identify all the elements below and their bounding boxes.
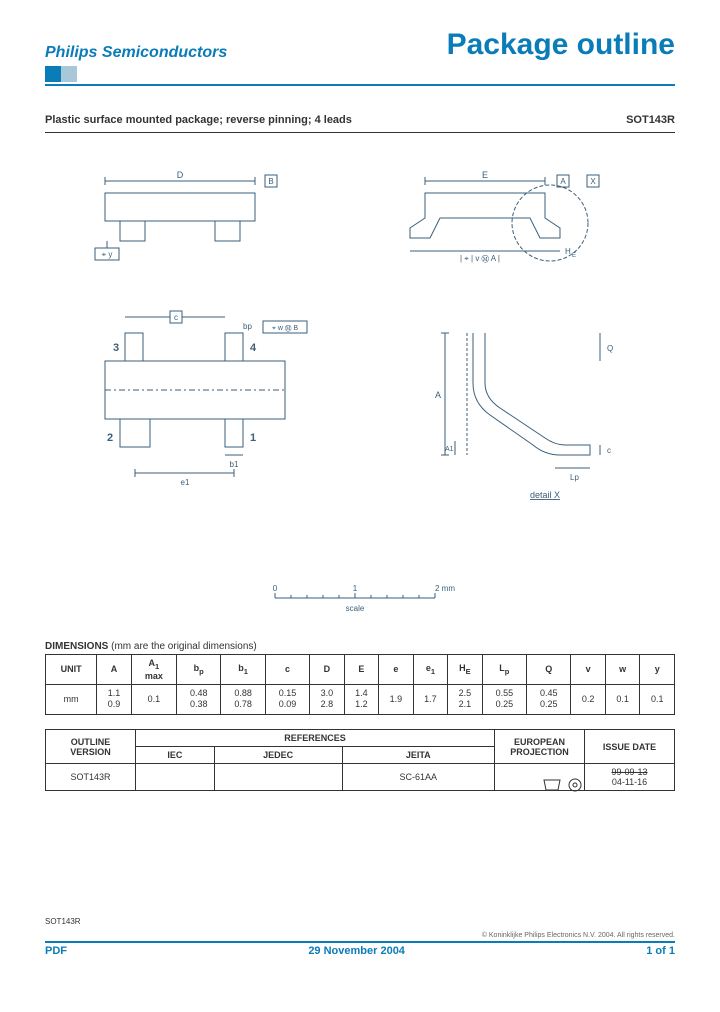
svg-text:3: 3 bbox=[113, 342, 119, 354]
svg-text:detail X: detail X bbox=[530, 490, 560, 500]
col-e1: e1 bbox=[413, 655, 448, 685]
package-desc: Plastic surface mounted package; reverse… bbox=[45, 114, 352, 126]
row-issue: 99-09-1304-11-16 bbox=[585, 764, 675, 791]
e-val: 1.9 bbox=[379, 684, 414, 714]
row-iec bbox=[136, 764, 215, 791]
col-jeita: JEITA bbox=[342, 747, 494, 764]
svg-text:⌖ y: ⌖ y bbox=[102, 250, 113, 259]
svg-text:B: B bbox=[268, 177, 273, 186]
col-jedec: JEDEC bbox=[214, 747, 342, 764]
svg-text:A: A bbox=[560, 177, 566, 186]
col-refs: REFERENCES bbox=[136, 730, 495, 747]
svg-text:b1: b1 bbox=[230, 460, 239, 469]
v-val: 0.2 bbox=[571, 684, 606, 714]
svg-text:E: E bbox=[482, 170, 488, 180]
A1-val: 0.1 bbox=[131, 684, 176, 714]
diagram-area: D B ⌖ y E A X bbox=[45, 163, 675, 633]
bp-val: 0.480.38 bbox=[177, 684, 221, 714]
svg-text:Q: Q bbox=[607, 344, 613, 353]
scale-ruler: 0 1 2 mm scale bbox=[265, 583, 465, 623]
col-Q: Q bbox=[527, 655, 571, 685]
Q-val: 0.450.25 bbox=[527, 684, 571, 714]
footer-pdf: PDF bbox=[45, 945, 67, 957]
col-A1: A1max bbox=[131, 655, 176, 685]
footer-copyright: © Koninklijke Philips Electronics N.V. 2… bbox=[45, 932, 675, 939]
svg-text:Lp: Lp bbox=[570, 473, 579, 482]
col-c: c bbox=[265, 655, 309, 685]
y-val: 0.1 bbox=[640, 684, 675, 714]
header-rule bbox=[45, 84, 675, 86]
header-squares bbox=[45, 66, 675, 82]
footer-date: 29 November 2004 bbox=[308, 945, 405, 957]
col-Lp: Lp bbox=[482, 655, 526, 685]
col-HE: HE bbox=[448, 655, 483, 685]
w-val: 0.1 bbox=[605, 684, 640, 714]
diagram-side-D: D B ⌖ y bbox=[65, 163, 305, 273]
footer-page: 1 of 1 bbox=[646, 945, 675, 957]
unit-cell: mm bbox=[46, 684, 97, 714]
svg-text:0: 0 bbox=[273, 584, 278, 593]
svg-text:scale: scale bbox=[346, 604, 365, 613]
col-y: y bbox=[640, 655, 675, 685]
row-jeita: SC-61AA bbox=[342, 764, 494, 791]
HE-val: 2.52.1 bbox=[448, 684, 483, 714]
Lp-val: 0.550.25 bbox=[482, 684, 526, 714]
col-A: A bbox=[97, 655, 132, 685]
svg-text:c: c bbox=[174, 313, 178, 322]
col-iec: IEC bbox=[136, 747, 215, 764]
b1-val: 0.880.78 bbox=[221, 684, 265, 714]
col-issue: ISSUE DATE bbox=[585, 730, 675, 764]
row-jedec bbox=[214, 764, 342, 791]
col-bp: bp bbox=[177, 655, 221, 685]
svg-text:| ⌖ | v Ⓜ A |: | ⌖ | v Ⓜ A | bbox=[460, 254, 500, 263]
svg-text:bp: bp bbox=[243, 322, 252, 331]
diagram-end-E: E A X | ⌖ | v Ⓜ A | H E bbox=[365, 163, 625, 283]
svg-text:4: 4 bbox=[250, 342, 257, 354]
header: Philips Semiconductors Package outline bbox=[45, 28, 675, 62]
references-table: OUTLINEVERSION REFERENCES EUROPEANPROJEC… bbox=[45, 729, 675, 791]
footer-ref: SOT143R bbox=[45, 917, 675, 926]
col-w: w bbox=[605, 655, 640, 685]
svg-text:2 mm: 2 mm bbox=[435, 584, 455, 593]
svg-text:e1: e1 bbox=[181, 478, 190, 487]
svg-text:⌖ w Ⓜ B: ⌖ w Ⓜ B bbox=[272, 325, 298, 332]
svg-text:D: D bbox=[177, 170, 184, 180]
E-val: 1.41.2 bbox=[344, 684, 379, 714]
dims-caption: DIMENSIONS (mm are the original dimensio… bbox=[45, 641, 675, 652]
page-title: Package outline bbox=[447, 28, 675, 62]
e1-val: 1.7 bbox=[413, 684, 448, 714]
c-val: 0.150.09 bbox=[265, 684, 309, 714]
A-val: 1.10.9 bbox=[97, 684, 132, 714]
svg-text:A: A bbox=[435, 390, 441, 400]
brand: Philips Semiconductors bbox=[45, 44, 227, 62]
D-val: 3.02.8 bbox=[310, 684, 345, 714]
col-proj: EUROPEANPROJECTION bbox=[495, 730, 585, 764]
col-E: E bbox=[344, 655, 379, 685]
svg-text:2: 2 bbox=[107, 432, 113, 444]
svg-text:1: 1 bbox=[353, 584, 358, 593]
svg-text:1: 1 bbox=[250, 432, 256, 444]
col-unit: UNIT bbox=[46, 655, 97, 685]
col-outline: OUTLINEVERSION bbox=[46, 730, 136, 764]
svg-text:c: c bbox=[607, 446, 611, 455]
projection-symbol-icon bbox=[540, 777, 590, 793]
subheading: Plastic surface mounted package; reverse… bbox=[45, 114, 675, 133]
part-number: SOT143R bbox=[626, 114, 675, 126]
diagram-detail-x: A A1 Q c Lp detail X bbox=[405, 313, 625, 523]
svg-text:A1: A1 bbox=[445, 446, 454, 453]
col-v: v bbox=[571, 655, 606, 685]
diagram-top-view: c bp ⌖ w Ⓜ B 3 4 2 1 b1 bbox=[65, 303, 345, 513]
col-b1: b1 bbox=[221, 655, 265, 685]
row-version: SOT143R bbox=[46, 764, 136, 791]
svg-text:H: H bbox=[565, 247, 571, 256]
col-D: D bbox=[310, 655, 345, 685]
svg-text:E: E bbox=[572, 253, 576, 259]
footer: SOT143R © Koninklijke Philips Electronic… bbox=[45, 917, 675, 957]
svg-text:X: X bbox=[590, 177, 596, 186]
dimensions-table: UNIT A A1max bp b1 c D E e e1 HE Lp Q v … bbox=[45, 654, 675, 715]
row-proj bbox=[495, 764, 585, 791]
col-e: e bbox=[379, 655, 414, 685]
